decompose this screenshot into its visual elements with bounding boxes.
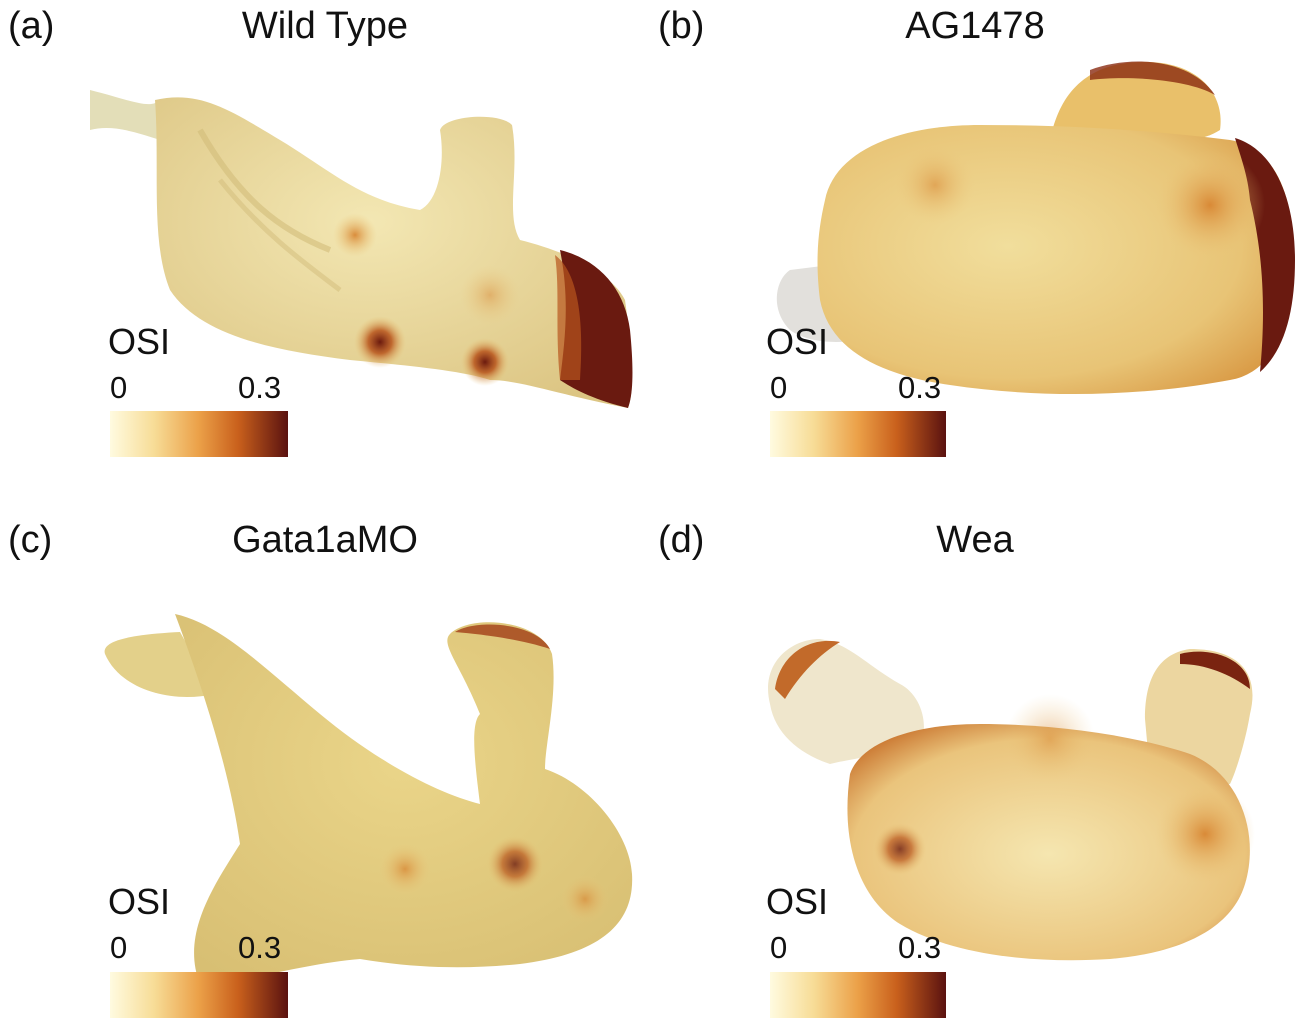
colorbar-max-label: 0.3	[898, 930, 942, 965]
heart-surface-render	[768, 639, 1255, 961]
heart-surface-render	[104, 614, 633, 984]
panel-label: (b)	[658, 5, 705, 47]
panel-gata1amo: (c) Gata1aMO OSI 0 0.3	[0, 514, 650, 1028]
colorbar-max-label: 0.3	[898, 370, 942, 405]
colorbar-min-label: 0	[110, 370, 128, 405]
legend-title: OSI	[766, 881, 829, 922]
colorbar-min-label: 0	[770, 930, 788, 965]
heart-surface-render	[90, 90, 633, 408]
panel-title: Wea	[936, 519, 1014, 561]
panel-wea: (d) Wea OSI 0 0.3	[650, 514, 1300, 1028]
panel-title: AG1478	[905, 5, 1045, 47]
colorbar	[770, 411, 946, 457]
colorbar-min-label: 0	[110, 930, 128, 965]
panel-label: (d)	[658, 519, 705, 561]
panel-wild-type: (a) Wild Type OSI 0 0.3	[0, 0, 650, 514]
legend-title: OSI	[108, 881, 171, 922]
panel-label: (a)	[8, 5, 55, 47]
panel-ag1478: (b) AG1478 OSI 0 0.3	[650, 0, 1300, 514]
colorbar-max-label: 0.3	[238, 930, 282, 965]
legend-title: OSI	[108, 321, 171, 362]
panel-title: Gata1aMO	[232, 519, 418, 561]
colorbar-max-label: 0.3	[238, 370, 282, 405]
colorbar	[770, 972, 946, 1018]
colorbar-min-label: 0	[770, 370, 788, 405]
colorbar	[110, 411, 288, 457]
panel-title: Wild Type	[241, 5, 409, 47]
heart-surface-render	[776, 61, 1295, 395]
panel-label: (c)	[8, 519, 53, 561]
legend-title: OSI	[766, 321, 829, 362]
colorbar	[110, 972, 288, 1018]
